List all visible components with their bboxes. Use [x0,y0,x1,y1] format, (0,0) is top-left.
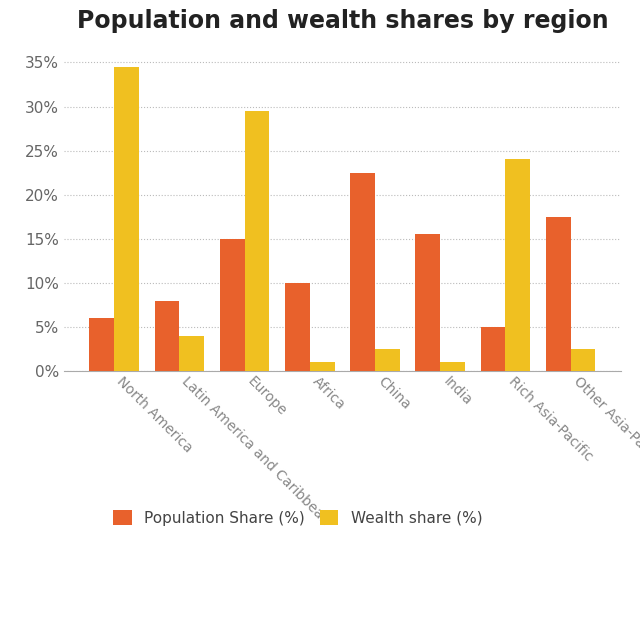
Bar [310,362,335,371]
Legend: Population Share (%), Wealth share (%): Population Share (%), Wealth share (%) [106,502,490,533]
Bar [154,301,179,371]
Bar [179,336,204,371]
Bar [506,159,531,371]
Bar [440,362,465,371]
Bar [350,173,375,371]
Bar [546,217,571,371]
Title: Population and wealth shares by region: Population and wealth shares by region [77,9,608,33]
Bar [114,67,139,371]
Bar [481,327,506,371]
Bar [220,239,244,371]
Bar [90,318,114,371]
Bar [571,349,595,371]
Bar [244,111,269,371]
Bar [415,234,440,371]
Bar [375,349,400,371]
Bar [285,283,310,371]
